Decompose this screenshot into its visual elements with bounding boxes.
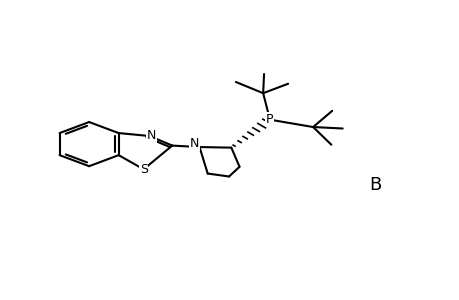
Text: N: N — [189, 137, 198, 150]
Text: N: N — [146, 129, 156, 142]
Text: S: S — [140, 163, 147, 176]
Text: B: B — [369, 176, 381, 194]
Text: P: P — [266, 113, 273, 126]
